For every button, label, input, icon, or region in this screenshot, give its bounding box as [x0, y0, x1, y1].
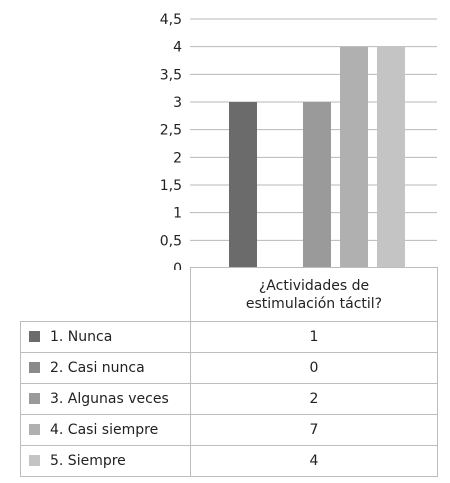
bar [340, 46, 368, 268]
legend-color-key [29, 331, 40, 342]
y-tick-label: 3 [173, 95, 182, 111]
legend-entry: 1. Nunca [20, 321, 191, 353]
y-tick-label: 1 [173, 206, 182, 222]
table-value: 0 [190, 352, 438, 384]
legend-label: 4. Casi siempre [50, 422, 159, 438]
y-tick-label: 2,5 [160, 123, 182, 139]
table-value: 7 [190, 414, 438, 446]
table-row: 5. Siempre 4 [20, 445, 438, 477]
legend-color-key [29, 393, 40, 404]
legend-color-key [29, 455, 40, 466]
legend-entry: 5. Siempre [20, 445, 191, 477]
y-tick-label: 4 [173, 40, 182, 56]
y-axis-tick-labels: 0 0,5 1 1,5 2 2,5 3 3,5 4 4,5 [160, 12, 182, 270]
table-value: 4 [190, 445, 438, 477]
legend-label: 2. Casi nunca [50, 360, 145, 376]
y-tick-label: 2 [173, 150, 182, 166]
table-row: 2. Casi nunca 0 [20, 352, 438, 384]
y-tick-label: 1,5 [160, 178, 182, 194]
table-row: 4. Casi siempre 7 [20, 414, 438, 446]
legend-label: 5. Siempre [50, 453, 126, 469]
category-label-line-1: ¿Actividades de [258, 277, 370, 294]
bar-chart: 0 0,5 1 1,5 2 2,5 3 3,5 4 4,5 [160, 12, 437, 270]
category-label: ¿Actividades de estimulación táctil? [190, 267, 438, 322]
bar [377, 46, 405, 268]
table-header-row: ¿Actividades de estimulación táctil? [20, 267, 438, 322]
table-value: 1 [190, 321, 438, 353]
y-tick-label: 4,5 [160, 12, 182, 28]
table-row: 3. Algunas veces 2 [20, 383, 438, 415]
bar [303, 102, 331, 268]
table-value: 2 [190, 383, 438, 415]
legend-entry: 2. Casi nunca [20, 352, 191, 384]
category-label-line-2: estimulación táctil? [245, 295, 383, 312]
y-tick-label: 0,5 [160, 233, 182, 249]
legend-entry: 4. Casi siempre [20, 414, 191, 446]
y-tick-label: 0 [173, 261, 182, 270]
table-corner [20, 267, 191, 322]
legend-color-key [29, 362, 40, 373]
bar [229, 102, 257, 268]
table-row: 1. Nunca 1 [20, 321, 438, 353]
legend-label: 3. Algunas veces [50, 391, 169, 407]
legend-color-key [29, 424, 40, 435]
y-tick-label: 3,5 [160, 67, 182, 83]
legend-label: 1. Nunca [50, 329, 113, 345]
bars [229, 46, 405, 268]
legend-entry: 3. Algunas veces [20, 383, 191, 415]
data-table: ¿Actividades de estimulación táctil? 1. … [20, 267, 438, 477]
